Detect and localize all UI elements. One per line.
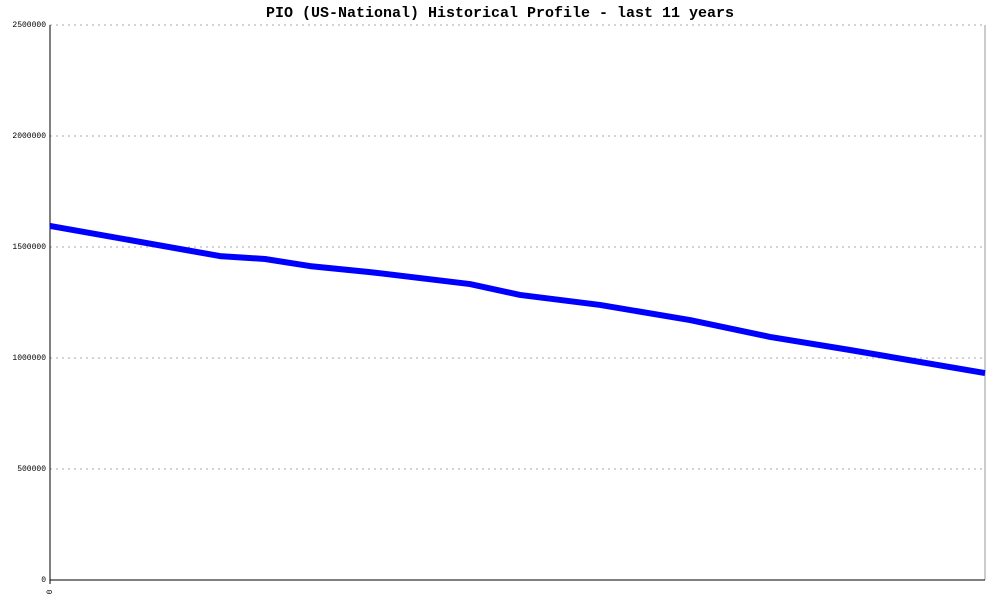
y-tick-label: 1000000 [12,354,46,363]
y-tick-label: 2500000 [12,21,46,30]
data-line [49,222,986,377]
y-tick-label: 0 [41,576,46,585]
y-tick-label: 2000000 [12,132,46,141]
y-tick-label: 1500000 [12,243,46,252]
x-tick-label: 0 [46,589,55,594]
y-tick-label: 500000 [17,465,46,474]
chart-title: PIO (US-National) Historical Profile - l… [266,5,734,22]
